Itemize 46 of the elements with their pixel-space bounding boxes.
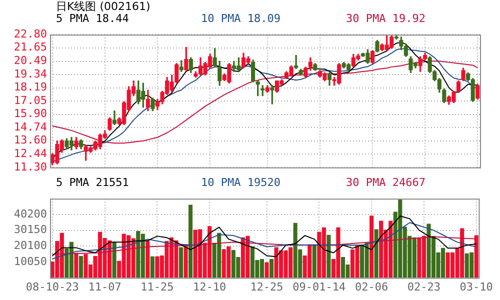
x-tick-label: 11-25 xyxy=(140,280,174,294)
bar xyxy=(112,242,116,278)
y-tick-label: 40200 xyxy=(14,207,47,220)
x-tick-label: 09-01-14 xyxy=(292,280,346,294)
text: 10 PMA 18.09 xyxy=(201,12,282,25)
bar xyxy=(74,252,78,278)
y-tick-label: 19.34 xyxy=(14,67,48,80)
y-tick-label: 10050 xyxy=(14,254,47,268)
y-tick-label: 15.90 xyxy=(14,107,47,120)
bar xyxy=(178,247,184,278)
y-tick-label: 30150 xyxy=(14,223,47,236)
text: 5 PMA 21551 xyxy=(56,176,130,189)
y-tick-label: 11.30 xyxy=(14,160,47,174)
x-tick-label: 12-10 xyxy=(193,280,226,294)
bar xyxy=(150,256,154,278)
bar xyxy=(146,240,150,278)
y-tick-label: 12.44 xyxy=(14,147,48,160)
bar xyxy=(370,216,374,278)
y-tick-label: 13.60 xyxy=(14,134,47,147)
x-tick-label: 08-10-23 xyxy=(26,280,79,294)
x-tick-label: 11-07 xyxy=(88,280,122,294)
x-tick-label: 03-10 xyxy=(460,280,493,294)
x-tick-label: 12-25 xyxy=(250,280,284,294)
text: 5 PMA 18.44 xyxy=(56,12,130,25)
x-tick-label: 02-06 xyxy=(354,280,388,294)
chart-title: 日K线图 (002161) xyxy=(55,0,152,13)
y-tick-label: 21.65 xyxy=(14,40,47,54)
y-tick-label: 20100 xyxy=(14,238,47,252)
bar xyxy=(269,259,274,278)
y-tick-label: 17.05 xyxy=(14,94,47,107)
bar xyxy=(188,204,193,278)
text: 30 PMA 24667 xyxy=(346,176,426,189)
bar xyxy=(184,246,188,278)
bar xyxy=(78,256,83,278)
text: 10 PMA 19520 xyxy=(201,176,282,189)
text: 30 PMA 19.92 xyxy=(346,12,426,25)
bar xyxy=(374,229,378,278)
y-tick-label: 22.80 xyxy=(14,27,47,40)
bar xyxy=(326,234,331,278)
y-tick-label: 14.74 xyxy=(14,120,48,134)
y-tick-label: 20.49 xyxy=(14,54,47,68)
bar xyxy=(264,262,269,278)
x-tick-label: 02-23 xyxy=(407,280,441,294)
bar xyxy=(312,244,316,278)
y-tick-label: 18.19 xyxy=(14,80,47,94)
bar xyxy=(474,235,478,278)
